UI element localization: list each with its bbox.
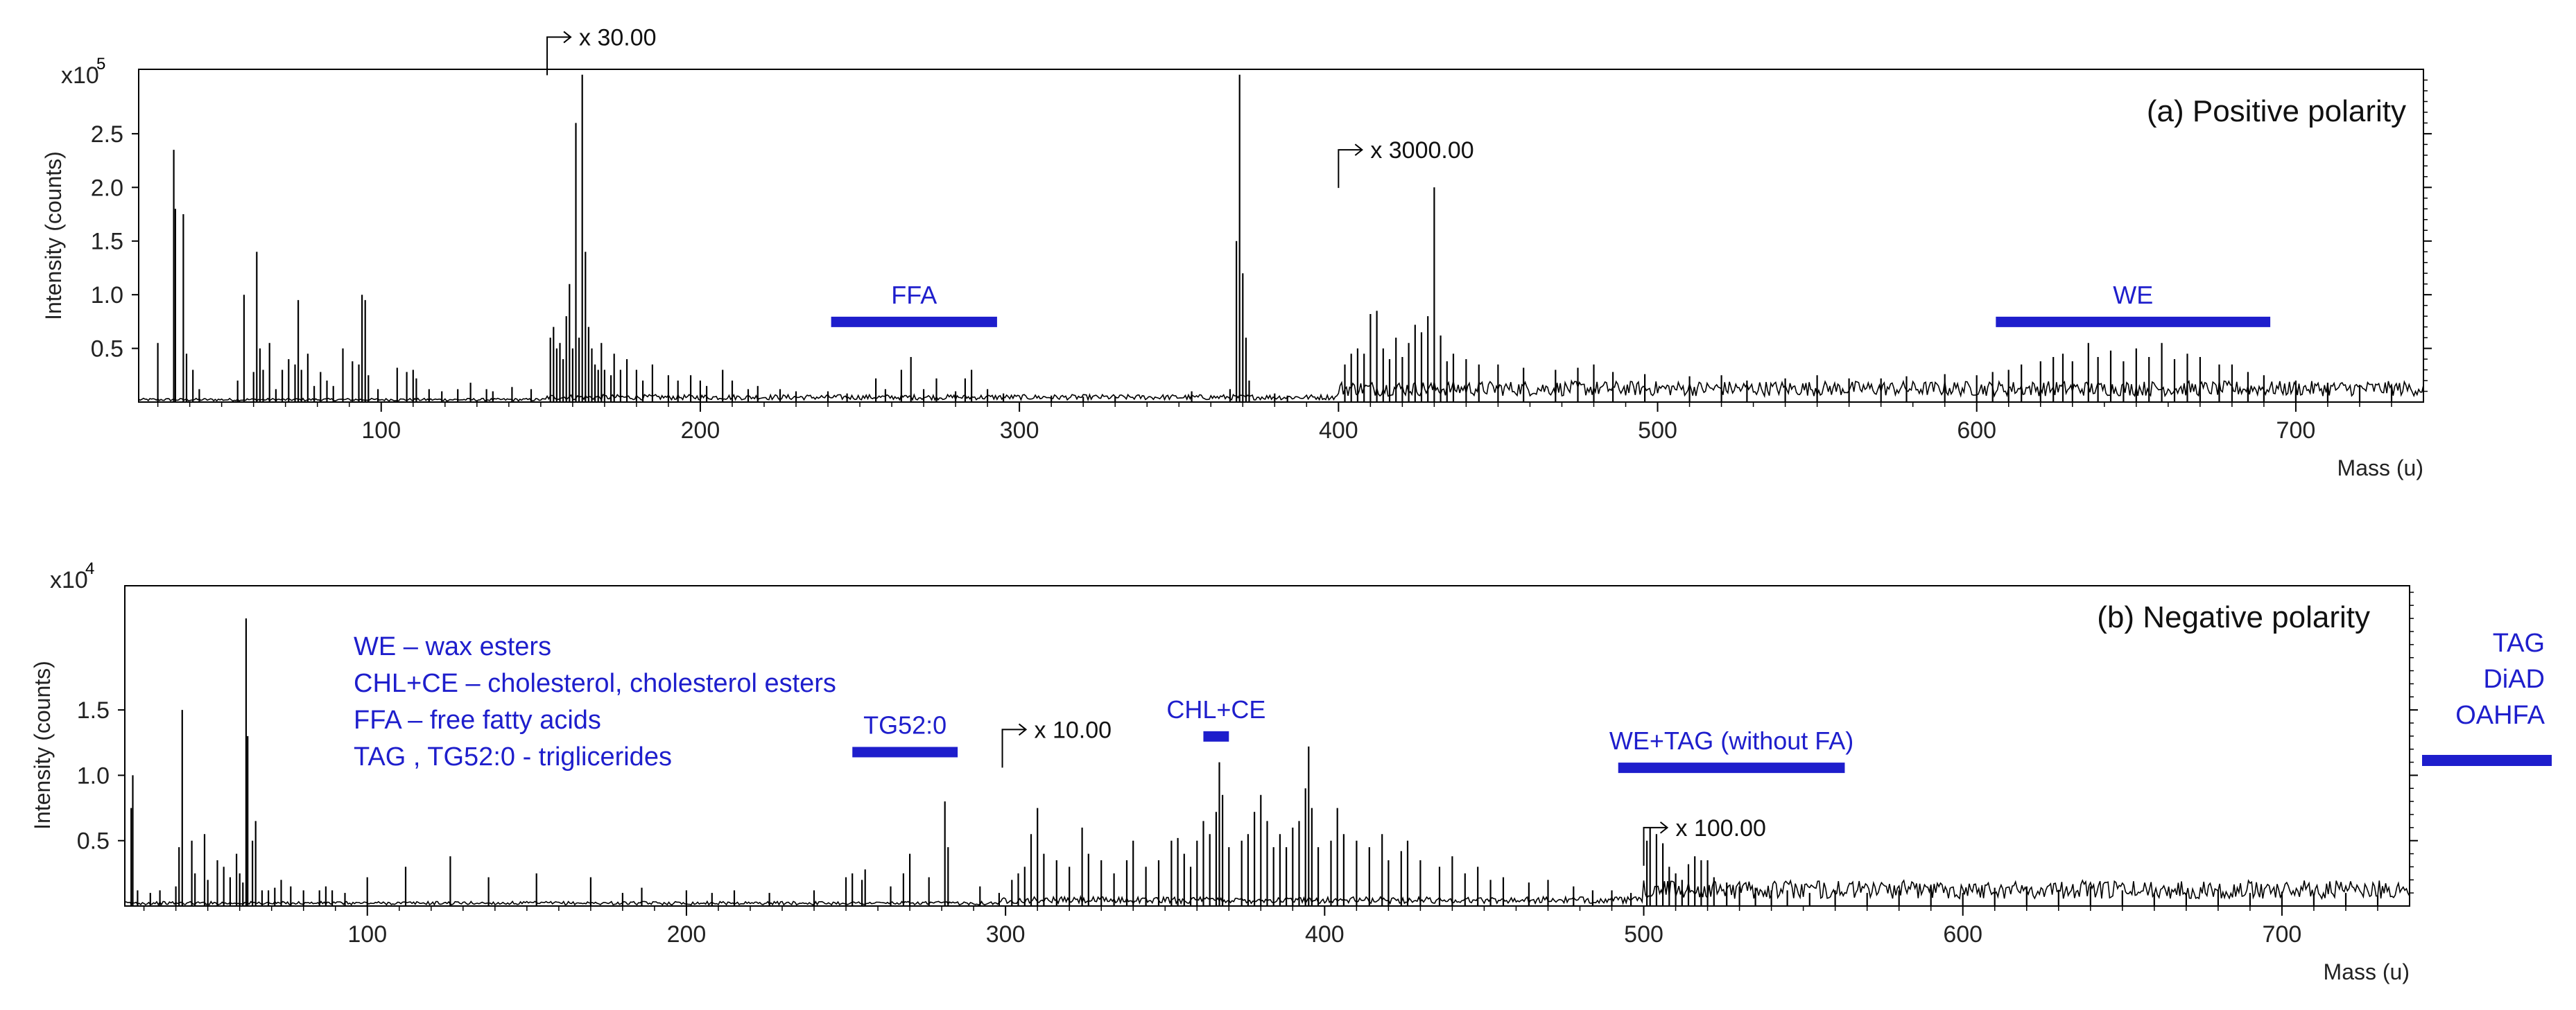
- legend-line-chl-ce: CHL+CE – cholesterol, cholesterol esters: [354, 669, 836, 698]
- y-tick-label: 0.5: [77, 828, 110, 855]
- multiplier-label: x 3000.00: [1370, 137, 1473, 164]
- class-bar: [1618, 763, 1845, 774]
- panel-a-multipliers: x 30.00 x 3000.00: [546, 25, 1474, 189]
- side-label-bar: [2422, 755, 2552, 766]
- side-label-tag: TAG: [2493, 629, 2545, 658]
- panel-b-y-axis-label: Intensity (counts): [30, 661, 55, 830]
- class-bar-label: TG52:0: [863, 711, 946, 739]
- side-label-oahfa: OAHFA: [2455, 701, 2545, 730]
- x-tick-label: 700: [2263, 921, 2302, 948]
- multiplier-arrow: [1338, 143, 1363, 189]
- x-tick-label: 600: [1957, 417, 1996, 444]
- multiplier-arrow: [1643, 821, 1669, 866]
- panel-b-multipliers: x 10.00 x 100.00: [1001, 717, 1766, 866]
- class-bar: [831, 316, 997, 327]
- panel-b-legend: WE – wax esters CHL+CE – cholesterol, ch…: [354, 632, 836, 772]
- multiplier-label: x 10.00: [1035, 717, 1112, 743]
- panel-b-baseline-noise: [124, 879, 2410, 906]
- multiplier-arrow: [1001, 723, 1028, 768]
- x-tick-label: 100: [347, 921, 387, 948]
- y-tick-label: 1.5: [91, 229, 123, 255]
- panel-b-negative-polarity: 100 200 300 400 500 600 700 0.5 1.0 1.5 TG52:0 CH…: [30, 559, 2552, 984]
- x-tick-label: 400: [1305, 921, 1345, 948]
- multiplier-label: x 30.00: [579, 25, 657, 51]
- panel-a-y-axis-label: Intensity (counts): [41, 151, 66, 320]
- panel-b-y-scale-base: x10: [50, 567, 88, 593]
- x-tick-label: 200: [667, 921, 707, 948]
- class-bar: [852, 747, 958, 758]
- legend-line-tag: TAG , TG52:0 - triglicerides: [354, 742, 672, 772]
- x-tick-label: 300: [986, 921, 1026, 948]
- panel-a-y-scale-base: x10: [61, 62, 99, 89]
- panel-a-y-ticks: 0.5 1.0 1.5 2.0 2.5: [91, 79, 2432, 392]
- panel-b-y-scale-exponent: 4: [85, 559, 94, 578]
- panel-a-x-ticks: 100 200 300 400 500 600 700: [157, 402, 2392, 444]
- class-bar-label: WE: [2113, 281, 2153, 309]
- panel-a-class-bars: FFA WE: [831, 281, 2271, 327]
- x-tick-label: 600: [1943, 921, 1982, 948]
- panel-b-x-ticks: 100 200 300 400 500 600 700: [143, 906, 2378, 948]
- multiplier-label: x 100.00: [1676, 815, 1766, 842]
- class-bar-label: FFA: [891, 281, 937, 309]
- x-tick-label: 400: [1319, 417, 1358, 444]
- panel-b-class-bars: TG52:0 CHL+CE WE+TAG (without FA): [852, 695, 1853, 774]
- panel-a-positive-polarity: 100 200 300 400 500 600 700 0.5 1.0 1.5 2.0 2.5 FF…: [41, 25, 2432, 480]
- panel-a-spectrum-peaks: [157, 74, 2393, 402]
- y-tick-label: 2.0: [91, 175, 123, 201]
- class-bar-label: WE+TAG (without FA): [1609, 726, 1853, 755]
- panel-b-x-axis-label: Mass (u): [2324, 959, 2410, 984]
- x-tick-label: 300: [1000, 417, 1039, 444]
- legend-line-ffa: FFA – free fatty acids: [354, 706, 601, 735]
- panel-a-y-scale-exponent: 5: [96, 55, 105, 73]
- x-tick-label: 700: [2276, 417, 2316, 444]
- class-bar: [1996, 316, 2271, 327]
- y-tick-label: 2.5: [91, 121, 123, 148]
- class-bar: [1203, 731, 1229, 742]
- panel-b-title: (b) Negative polarity: [2097, 600, 2370, 634]
- panel-a-x-axis-label: Mass (u): [2337, 455, 2423, 480]
- panel-a-baseline-noise: [138, 379, 2424, 402]
- x-tick-label: 500: [1624, 921, 1663, 948]
- y-tick-label: 1.5: [77, 697, 110, 724]
- x-tick-label: 200: [681, 417, 720, 444]
- legend-line-we: WE – wax esters: [354, 632, 551, 661]
- panel-a-plot-frame: [138, 69, 2424, 403]
- x-tick-label: 100: [361, 417, 401, 444]
- y-tick-label: 1.0: [77, 763, 110, 789]
- x-tick-label: 500: [1638, 417, 1677, 444]
- panel-b-side-labels: TAG DiAD OAHFA: [2422, 629, 2552, 766]
- multiplier-arrow: [546, 31, 572, 76]
- y-tick-label: 0.5: [91, 336, 123, 363]
- side-label-diad: DiAD: [2483, 665, 2545, 694]
- class-bar-label: CHL+CE: [1166, 695, 1265, 724]
- panel-b-spectrum-peaks: [130, 618, 2379, 906]
- y-tick-label: 1.0: [91, 282, 123, 308]
- panel-b-y-ticks: 0.5 1.0 1.5: [77, 591, 2418, 894]
- panel-a-title: (a) Positive polarity: [2147, 94, 2406, 128]
